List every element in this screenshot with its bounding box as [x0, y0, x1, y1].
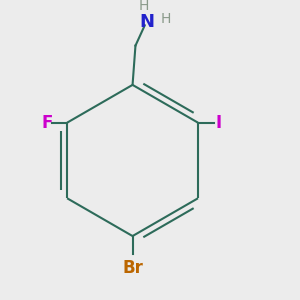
Text: I: I [215, 114, 221, 132]
Text: N: N [140, 14, 154, 32]
Text: F: F [41, 114, 52, 132]
Text: H: H [139, 0, 149, 14]
Text: Br: Br [122, 259, 143, 277]
Text: H: H [161, 13, 171, 26]
